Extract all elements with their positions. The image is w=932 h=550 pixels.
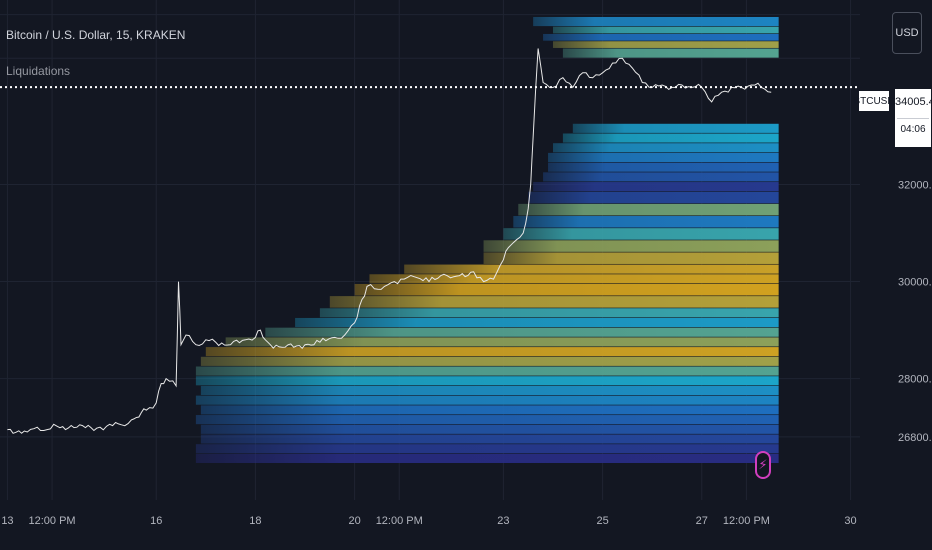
liquidation-band-20 — [354, 283, 779, 296]
price-series-line — [7, 48, 772, 434]
liquidation-bands — [195, 16, 779, 463]
x-tick-label-8: 27 — [696, 515, 708, 527]
liquidation-band-25 — [225, 337, 779, 347]
x-tick-label-10: 30 — [844, 515, 856, 527]
bar-countdown: 04:06 — [897, 118, 929, 139]
liquidation-band-11 — [533, 182, 779, 192]
y-tick-label-3: 32000.0 — [898, 179, 932, 191]
x-tick-label-3: 18 — [249, 515, 261, 527]
x-tick-label-4: 20 — [348, 515, 360, 527]
liquidation-band-26 — [205, 347, 779, 357]
liquidation-band-1 — [552, 26, 779, 34]
y-tick-label-2: 30000.0 — [898, 277, 932, 289]
liquidation-band-6 — [562, 133, 779, 143]
chart-symbol-title[interactable]: Bitcoin / U.S. Dollar, 15, KRAKEN — [6, 28, 186, 42]
x-tick-label-9: 12:00 PM — [723, 515, 770, 527]
liquidation-band-33 — [195, 415, 779, 425]
liquidation-band-15 — [503, 228, 779, 240]
liquidation-band-4 — [562, 48, 779, 58]
last-price-tag: 34005.4 04:06 — [894, 88, 932, 148]
liquidation-band-2 — [543, 33, 779, 41]
liquidation-band-9 — [548, 162, 779, 172]
liquidation-band-22 — [319, 308, 779, 318]
currency-button[interactable]: USD — [892, 12, 922, 54]
liquidation-band-0 — [533, 16, 779, 27]
liquidation-band-18 — [404, 264, 779, 274]
liquidation-band-13 — [518, 203, 779, 216]
liquidation-band-36 — [195, 444, 779, 454]
liquidation-band-23 — [295, 317, 779, 328]
liquidation-band-10 — [543, 172, 779, 182]
y-tick-label-0: 26800.0 — [898, 432, 932, 444]
liquidation-band-37 — [195, 453, 779, 463]
x-tick-label-0: 13 — [1, 515, 13, 527]
x-tick-label-6: 23 — [497, 515, 509, 527]
x-tick-label-5: 12:00 PM — [376, 515, 423, 527]
last-price-value: 34005.4 — [895, 96, 932, 108]
liquidation-band-30 — [200, 385, 779, 396]
y-tick-label-1: 28000.0 — [898, 374, 932, 386]
liquidation-band-32 — [200, 405, 779, 415]
liquidation-band-29 — [195, 376, 779, 386]
liquidation-band-8 — [548, 152, 779, 163]
x-tick-label-7: 25 — [596, 515, 608, 527]
liquidation-band-5 — [572, 123, 779, 133]
liquidation-band-27 — [200, 356, 779, 366]
indicator-name[interactable]: Liquidations — [6, 64, 71, 78]
lightning-bolt-icon[interactable]: ⚡ — [755, 451, 771, 479]
liquidation-band-24 — [265, 327, 779, 337]
liquidation-band-19 — [369, 274, 779, 284]
liquidation-band-28 — [195, 366, 779, 376]
price-axis[interactable]: 26800.0 28000.0 30000.0 32000.0 — [898, 179, 932, 443]
x-tick-label-1: 12:00 PM — [29, 515, 76, 527]
liquidation-band-16 — [483, 240, 779, 252]
liquidation-band-34 — [200, 424, 779, 434]
liquidation-band-3 — [552, 41, 779, 48]
liquidation-band-12 — [528, 191, 779, 204]
liquidation-band-7 — [552, 143, 779, 153]
liquidation-band-31 — [195, 395, 779, 405]
x-tick-label-2: 16 — [150, 515, 162, 527]
liquidation-band-17 — [483, 252, 779, 264]
liquidation-band-14 — [513, 216, 779, 228]
liquidation-band-21 — [329, 296, 779, 308]
time-axis[interactable]: 13 12:00 PM 16 18 20 12:00 PM 23 25 27 12:00 PM 30 — [1, 515, 856, 527]
liquidation-band-35 — [200, 434, 779, 444]
symbol-price-tag: BTCUSD — [853, 90, 895, 112]
